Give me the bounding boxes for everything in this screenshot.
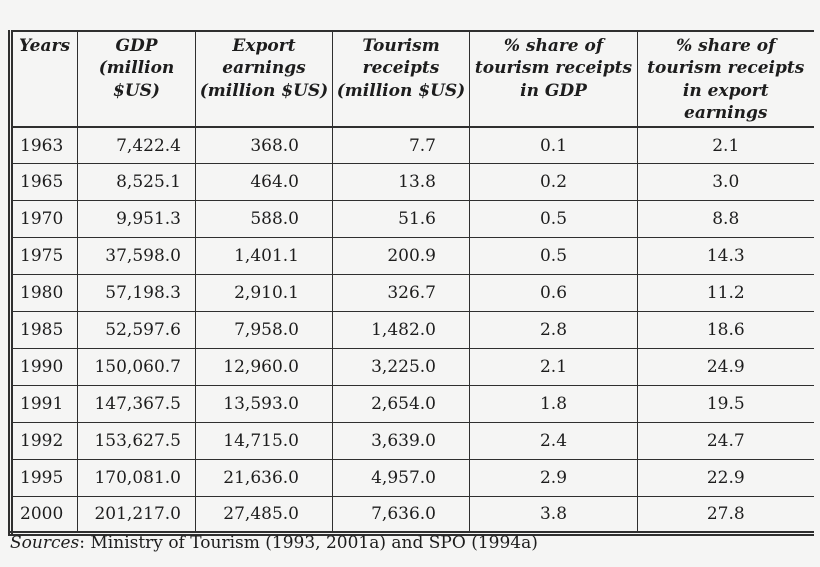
value-cell: 150,060.7	[77, 348, 196, 387]
table-row: 1970 9,951.3 588.0 51.6 0.5 8.8	[10, 200, 814, 239]
table-row: 1992 153,627.5 14,715.0 3,639.0 2.4 24.7	[10, 422, 814, 461]
value-cell: 326.7	[332, 274, 470, 313]
table-row: 2000 201,217.0 27,485.0 7,636.0 3.8 27.8	[10, 496, 814, 534]
value-cell: 8.8	[637, 200, 814, 239]
year-cell: 1970	[10, 200, 78, 239]
value-cell: 22.9	[637, 459, 814, 498]
col-header-tourism-receipts: Tourism receipts (million $US)	[332, 31, 470, 128]
value-cell: 21,636.0	[195, 459, 333, 498]
value-cell: 9,951.3	[77, 200, 196, 239]
value-cell: 13.8	[332, 163, 470, 202]
table-row: 1965 8,525.1 464.0 13.8 0.2 3.0	[10, 163, 814, 202]
value-cell: 0.5	[469, 237, 638, 276]
value-cell: 13,593.0	[195, 385, 333, 424]
value-cell: 368.0	[195, 126, 333, 165]
sources-text: : Ministry of Tourism (1993, 2001a) and …	[79, 533, 538, 553]
table-row: 1995 170,081.0 21,636.0 4,957.0 2.9 22.9	[10, 459, 814, 498]
col-header-share-exports: % share of tourism receipts in export ea…	[637, 31, 814, 128]
value-cell: 27.8	[706, 504, 745, 525]
value-cell: 18.6	[637, 311, 814, 350]
col-header-export-earnings: Export earnings (million $US)	[195, 31, 333, 128]
table-row: 1985 52,597.6 7,958.0 1,482.0 2.8 18.6	[10, 311, 814, 350]
value-cell: 2.1	[637, 126, 814, 165]
header-row: Years GDP (million $US) Export earnings …	[10, 31, 814, 128]
value-cell: 0.1	[469, 126, 638, 165]
value-cell: 19.5	[637, 385, 814, 424]
year-cell: 1992	[10, 422, 78, 461]
table-row: 1963 7,422.4 368.0 7.7 0.1 2.1	[10, 126, 814, 165]
table-body: 1963 7,422.4 368.0 7.7 0.1 2.1 1965 8,525.1 464.…	[10, 126, 814, 534]
value-cell: 3.8	[469, 496, 638, 534]
value-cell: 201,217.0	[77, 496, 196, 534]
year-cell: 1975	[10, 237, 78, 276]
year-cell: 1991	[10, 385, 78, 424]
value-cell: 1.8	[469, 385, 638, 424]
year-cell: 1963	[10, 126, 78, 165]
year-cell: 1980	[10, 274, 78, 313]
value-cell: 2.8	[469, 311, 638, 350]
value-cell: 2,654.0	[332, 385, 470, 424]
value-cell: 37,598.0	[77, 237, 196, 276]
table-header: Years GDP (million $US) Export earnings …	[10, 31, 814, 128]
value-cell: 2,910.1	[195, 274, 333, 313]
value-cell: 464.0	[195, 163, 333, 202]
value-cell: 7,636.0	[332, 496, 470, 534]
value-cell: 14.3	[637, 237, 814, 276]
table-row: 1975 37,598.0 1,401.1 200.9 0.5 14.3	[10, 237, 814, 276]
value-cell: 11.2	[637, 274, 814, 313]
table-row: 1980 57,198.3 2,910.1 326.7 0.6 11.2	[10, 274, 814, 313]
value-cell: 24.7	[637, 422, 814, 461]
sources-label: Sources	[10, 533, 80, 553]
col-header-gdp: GDP (million $US)	[77, 31, 196, 128]
value-cell: 3,639.0	[332, 422, 470, 461]
value-cell: 51.6	[332, 200, 470, 239]
value-cell: 2.1	[469, 348, 638, 387]
value-cell: 0.6	[469, 274, 638, 313]
value-cell: 3.0	[637, 163, 814, 202]
value-cell: 14,715.0	[195, 422, 333, 461]
value-cell: 7.7	[332, 126, 470, 165]
value-cell: 52,597.6	[77, 311, 196, 350]
value-cell: 147,367.5	[77, 385, 196, 424]
value-cell: 27,485.0	[195, 496, 333, 534]
table-row: 1990 150,060.7 12,960.0 3,225.0 2.1 24.9	[10, 348, 814, 387]
value-cell: 4,957.0	[332, 459, 470, 498]
value-cell: 7,958.0	[195, 311, 333, 350]
col-header-years: Years	[10, 31, 78, 128]
value-cell: 200.9	[332, 237, 470, 276]
value-cell: 170,081.0	[77, 459, 196, 498]
value-cell: 2.4	[469, 422, 638, 461]
year-cell: 1990	[10, 348, 78, 387]
value-cell: 12,960.0	[195, 348, 333, 387]
sources-note: Sources: Ministry of Tourism (1993, 2001…	[10, 533, 538, 553]
year-cell: 1985	[10, 311, 78, 350]
col-header-share-gdp: % share of tourism receipts in GDP	[469, 31, 638, 128]
table-row: 1991 147,367.5 13,593.0 2,654.0 1.8 19.5	[10, 385, 814, 424]
value-cell: 0.2	[469, 163, 638, 202]
value-cell: 7,422.4	[77, 126, 196, 165]
value-cell: 153,627.5	[77, 422, 196, 461]
value-cell: 8,525.1	[77, 163, 196, 202]
value-cell: 3,225.0	[332, 348, 470, 387]
value-cell: 2.9	[469, 459, 638, 498]
value-cell: 24.9	[637, 348, 814, 387]
value-cell: 1,401.1	[195, 237, 333, 276]
value-cell: 57,198.3	[77, 274, 196, 313]
value-cell: 588.0	[195, 200, 333, 239]
value-cell: 0.5	[469, 200, 638, 239]
year-cell: 1995	[10, 459, 78, 498]
year-cell: 2000	[10, 496, 78, 534]
year-cell: 1965	[10, 163, 78, 202]
value-cell: 1,482.0	[332, 311, 470, 350]
data-table: Years GDP (million $US) Export earnings …	[8, 30, 814, 537]
